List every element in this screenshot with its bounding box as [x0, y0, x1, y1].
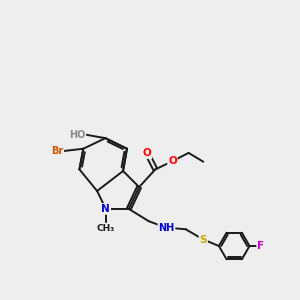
Text: HO: HO: [69, 130, 85, 140]
Text: O: O: [168, 156, 177, 166]
Text: CH₃: CH₃: [97, 224, 115, 232]
Text: N: N: [101, 204, 110, 214]
Text: S: S: [200, 235, 207, 244]
Text: NH: NH: [158, 223, 175, 233]
Text: Br: Br: [51, 146, 63, 156]
Text: O: O: [143, 148, 152, 158]
Text: F: F: [257, 241, 264, 251]
